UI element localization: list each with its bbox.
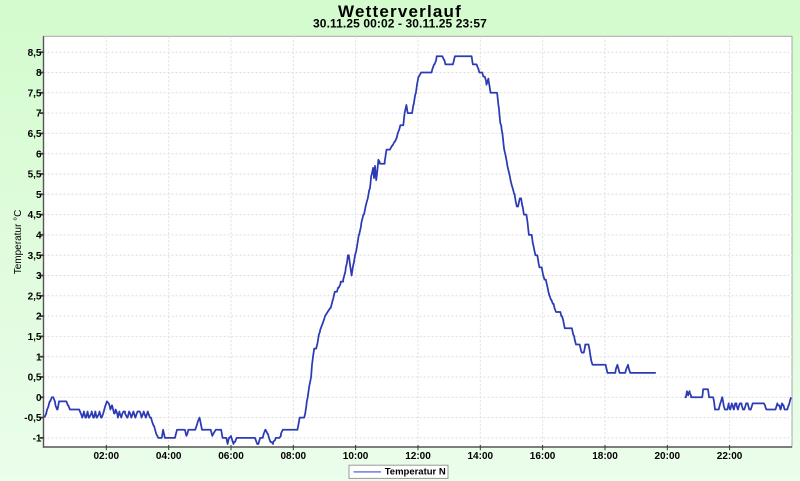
svg-text:8,5: 8,5: [28, 48, 42, 59]
svg-text:Temperatur N: Temperatur N: [385, 466, 446, 477]
svg-text:22:00: 22:00: [717, 451, 743, 462]
svg-text:3,5: 3,5: [28, 251, 42, 262]
svg-text:3: 3: [36, 271, 42, 282]
svg-text:02:00: 02:00: [94, 451, 120, 462]
svg-text:8: 8: [36, 68, 42, 79]
svg-text:14:00: 14:00: [468, 451, 494, 462]
svg-text:10:00: 10:00: [343, 451, 369, 462]
svg-text:4,5: 4,5: [28, 210, 42, 221]
svg-text:12:00: 12:00: [405, 451, 431, 462]
svg-text:-0,5: -0,5: [24, 413, 42, 424]
svg-text:6,5: 6,5: [28, 129, 42, 140]
svg-text:Wetterverlauf: Wetterverlauf: [338, 2, 462, 21]
svg-text:7,5: 7,5: [28, 88, 42, 99]
svg-text:4: 4: [36, 231, 42, 242]
svg-text:16:00: 16:00: [530, 451, 556, 462]
svg-text:1: 1: [36, 352, 42, 363]
svg-text:04:00: 04:00: [156, 451, 182, 462]
svg-text:6: 6: [36, 149, 42, 160]
svg-text:06:00: 06:00: [218, 451, 244, 462]
svg-text:2: 2: [36, 312, 42, 323]
svg-text:1,5: 1,5: [28, 332, 42, 343]
svg-text:0,5: 0,5: [28, 373, 42, 384]
svg-text:2,5: 2,5: [28, 291, 42, 302]
svg-text:08:00: 08:00: [281, 451, 307, 462]
svg-text:5: 5: [36, 190, 42, 201]
svg-text:Temperatur °C: Temperatur °C: [13, 210, 24, 275]
svg-text:18:00: 18:00: [592, 451, 618, 462]
svg-text:5,5: 5,5: [28, 170, 42, 181]
svg-text:-1: -1: [33, 434, 42, 445]
svg-text:7: 7: [36, 109, 42, 120]
svg-text:0: 0: [36, 393, 42, 404]
svg-text:20:00: 20:00: [655, 451, 681, 462]
svg-text:30.11.25 00:02 - 30.11.25 23:5: 30.11.25 00:02 - 30.11.25 23:57: [313, 17, 487, 31]
